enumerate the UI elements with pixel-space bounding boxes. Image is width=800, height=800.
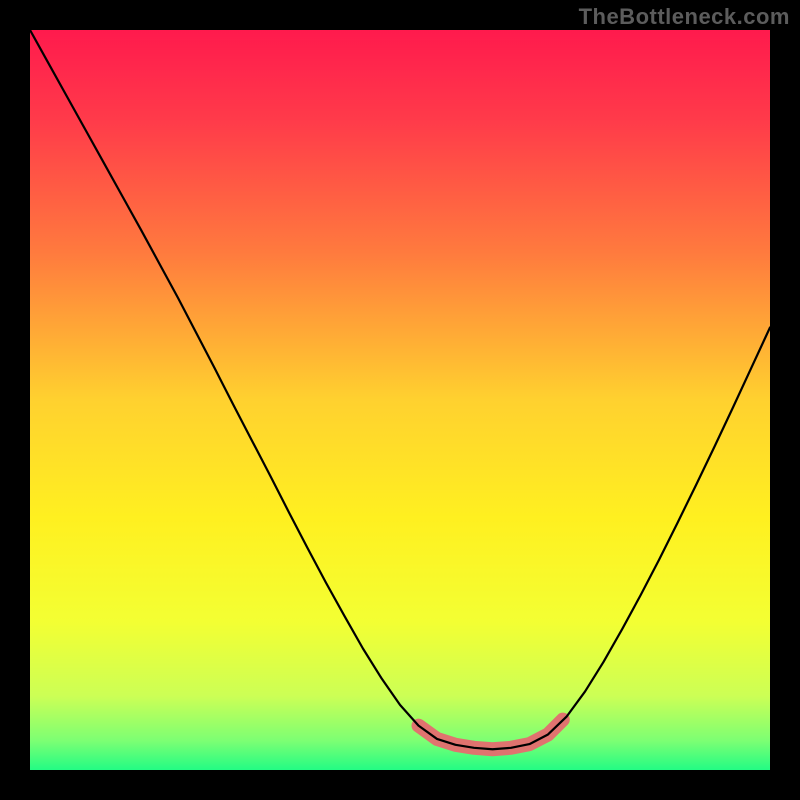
gradient-background (30, 30, 770, 770)
watermark-text: TheBottleneck.com (579, 4, 790, 30)
plot-area (30, 30, 770, 770)
chart-container: TheBottleneck.com (0, 0, 800, 800)
bottleneck-chart (30, 30, 770, 770)
